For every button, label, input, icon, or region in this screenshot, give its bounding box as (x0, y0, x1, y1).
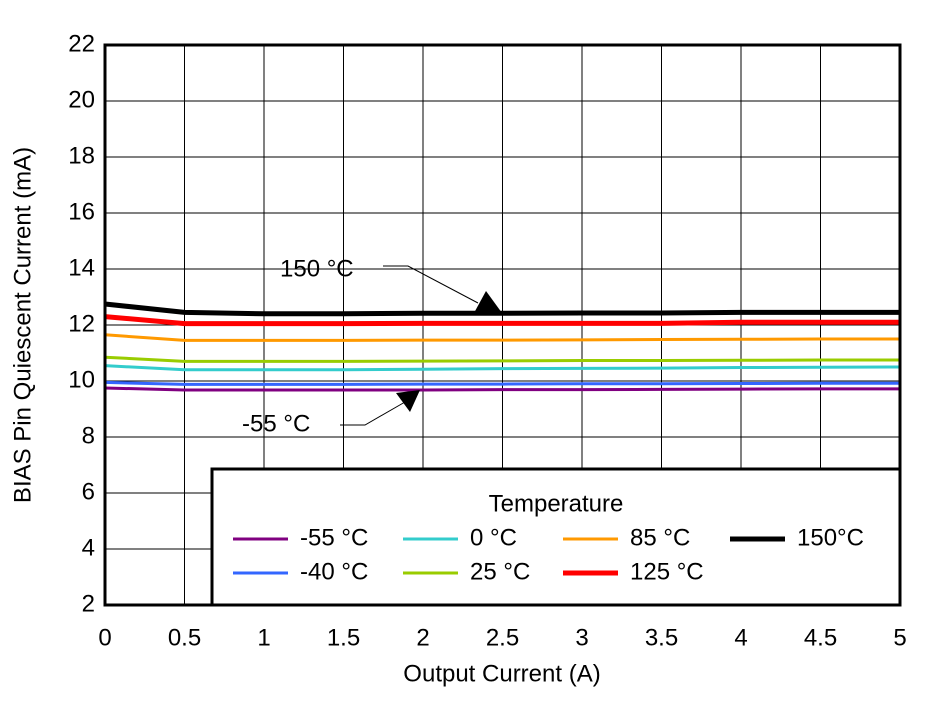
y-tick-label: 6 (82, 478, 95, 505)
annotation-arrow (396, 390, 420, 412)
x-tick-label: 3 (575, 624, 588, 651)
x-tick-label: 2.5 (486, 624, 519, 651)
series-line (104, 301, 900, 317)
series-line (104, 380, 900, 386)
series-line (104, 355, 900, 363)
series-line (104, 386, 900, 392)
y-tick-label: 22 (68, 30, 95, 57)
y-axis-label: BIAS Pin Quiescent Current (mA) (9, 147, 36, 503)
annotation-leader (340, 401, 406, 426)
y-tick-label: 12 (68, 310, 95, 337)
x-axis-label: Output Current (A) (403, 660, 600, 687)
y-tick-label: 2 (82, 590, 95, 617)
legend-label: -55 °C (300, 524, 368, 551)
x-tick-label: 2 (416, 624, 429, 651)
series-line (104, 364, 901, 372)
annotation-leader (383, 265, 479, 304)
annotation: -55 °C (242, 410, 310, 437)
series-line (104, 333, 900, 342)
series-line (104, 314, 900, 327)
y-tick-label: 16 (68, 198, 95, 225)
x-tick-label: 4 (734, 624, 747, 651)
annotation-arrow (474, 291, 502, 313)
legend-label: 0 °C (470, 524, 517, 551)
legend-label: 85 °C (630, 524, 690, 551)
y-tick-label: 8 (82, 422, 95, 449)
x-tick-label: 1.5 (327, 624, 360, 651)
y-tick-label: 4 (82, 534, 95, 561)
y-tick-label: 20 (68, 86, 95, 113)
x-tick-label: 0 (98, 624, 111, 651)
x-tick-label: 5 (893, 624, 906, 651)
y-tick-label: 18 (68, 142, 95, 169)
x-tick-label: 3.5 (645, 624, 678, 651)
legend-label: 125 °C (630, 558, 704, 585)
x-tick-label: 0.5 (168, 624, 201, 651)
legend-box (210, 467, 902, 607)
x-tick-label: 4.5 (804, 624, 837, 651)
legend-label: 150°C (797, 524, 864, 551)
annotation: 150 °C (280, 255, 354, 282)
legend-label: 25 °C (470, 558, 530, 585)
y-tick-label: 10 (68, 366, 95, 393)
x-tick-label: 1 (257, 624, 270, 651)
legend-label: -40 °C (300, 558, 368, 585)
legend-title: Temperature (489, 490, 624, 517)
y-tick-label: 14 (68, 254, 95, 281)
